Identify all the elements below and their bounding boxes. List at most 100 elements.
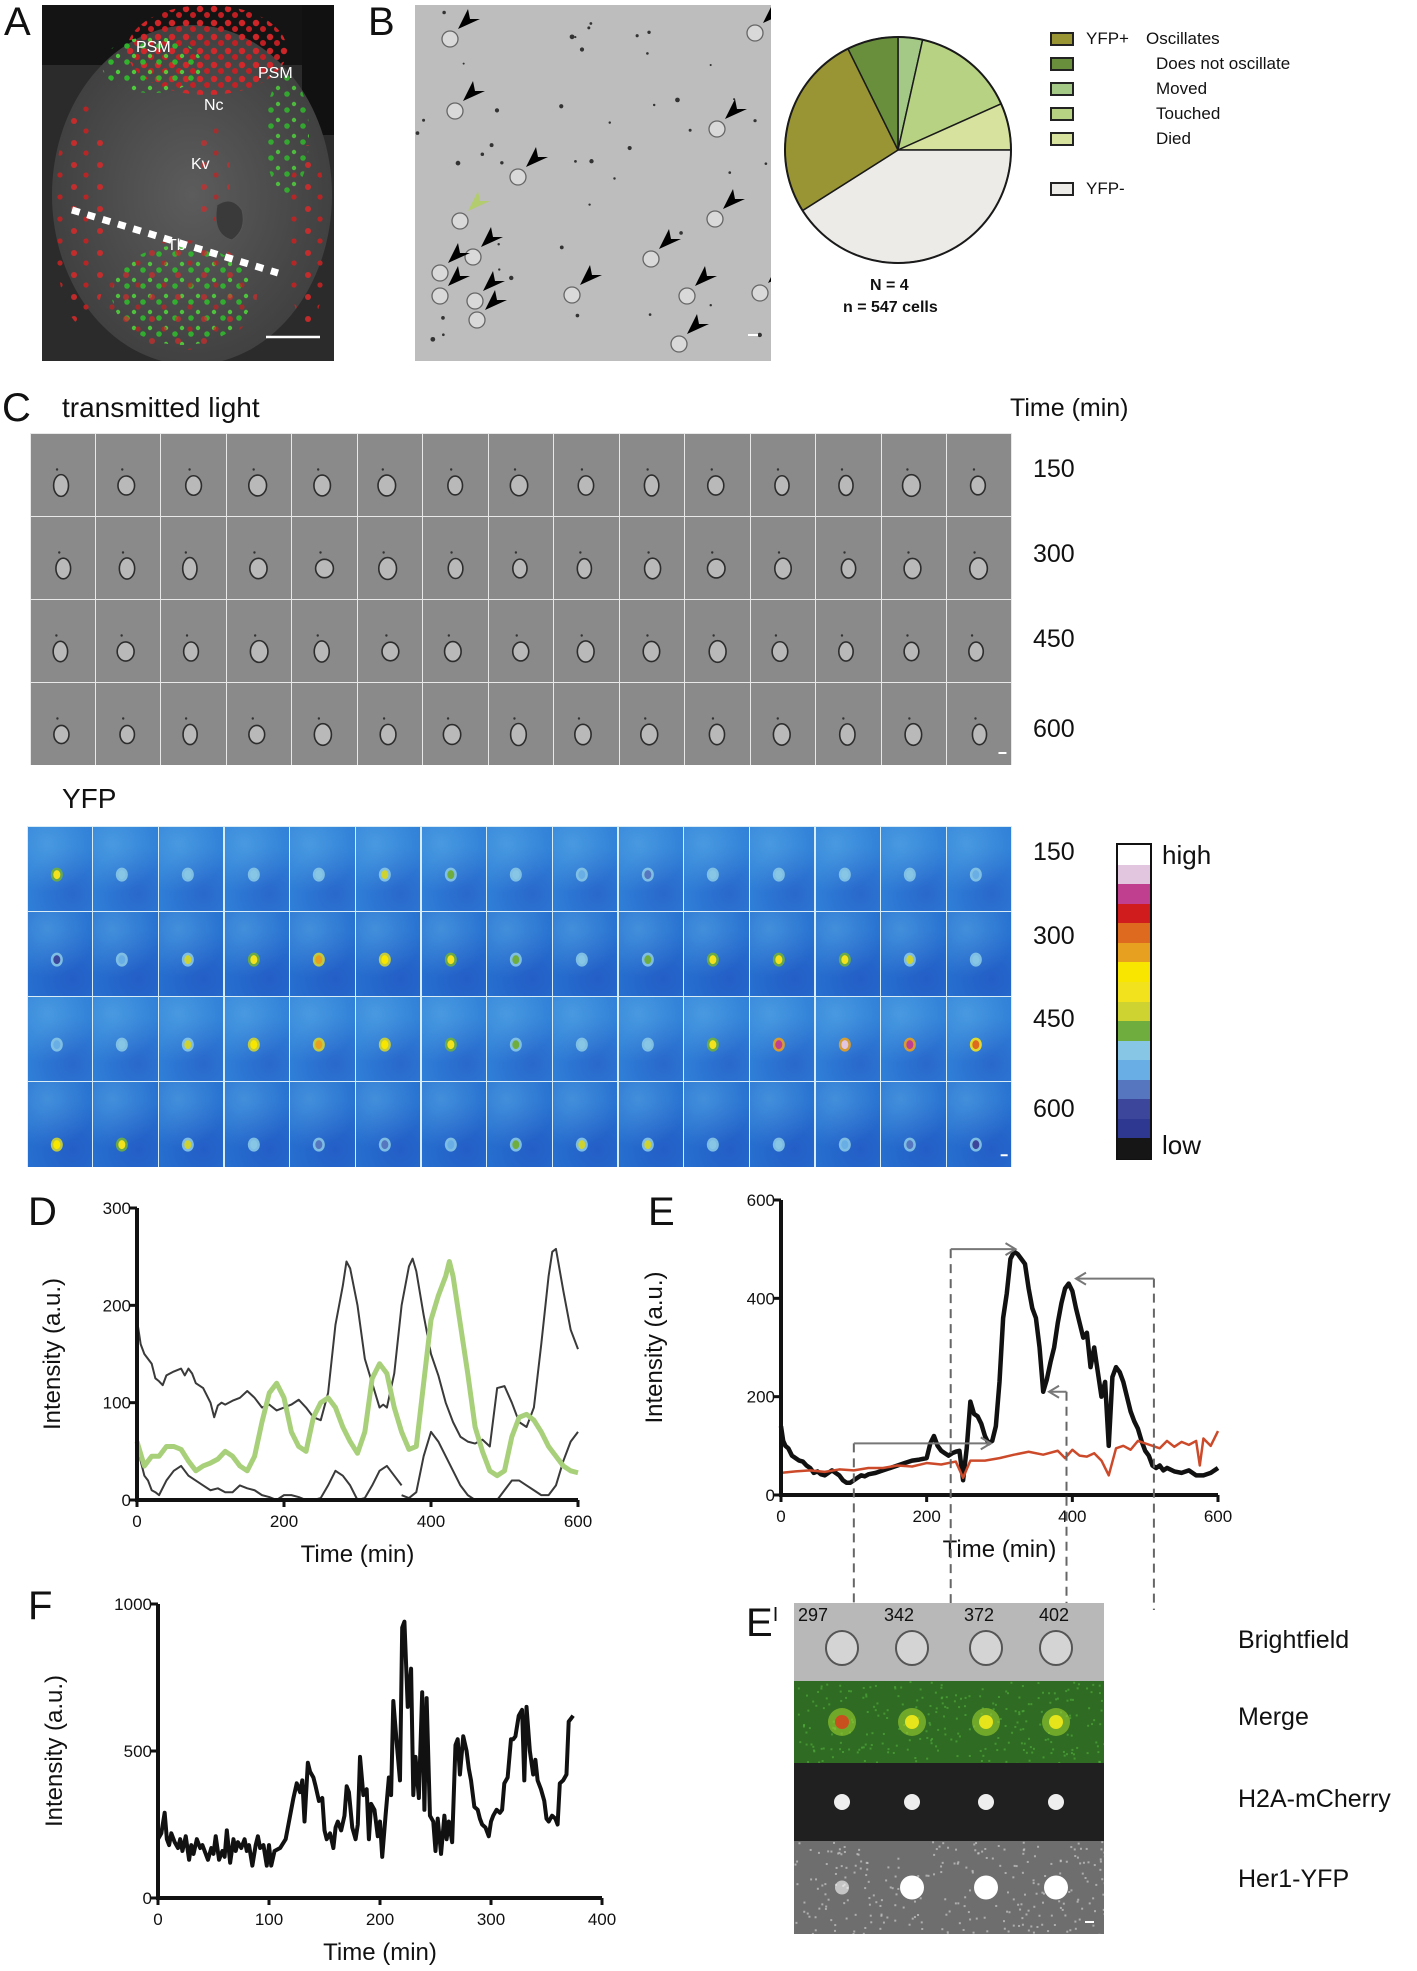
cell-outline: [379, 723, 397, 745]
noise-pixel: [1002, 1920, 1005, 1923]
nucleus-spot: [1048, 1794, 1064, 1810]
noise-pixel: [942, 1715, 945, 1718]
e-prime-image-strip: 297 342 372 402: [794, 1603, 1106, 1936]
yfp-spot: [249, 1140, 257, 1150]
noise-pixel: [1073, 1681, 1076, 1684]
noise-pixel: [873, 1705, 876, 1708]
debris-dot: [580, 467, 584, 471]
arrowhead-icon: [723, 189, 745, 209]
noise-pixel: [981, 1850, 984, 1853]
yfp-frame: [552, 826, 618, 911]
yfp-spot: [381, 1140, 389, 1150]
yfp-grid: [27, 826, 1012, 1167]
cell-outline: [840, 557, 857, 579]
cell-outline: [825, 1630, 859, 1666]
noise-pixel: [980, 1759, 983, 1762]
noise-pixel: [853, 1871, 856, 1874]
noise-pixel: [1069, 1698, 1072, 1701]
noise-pixel: [1064, 1914, 1067, 1917]
yfp-spot: [900, 1875, 924, 1900]
arrowhead-icon: [768, 277, 771, 283]
arrowhead-icon: [485, 290, 507, 310]
noise-pixel: [921, 1927, 924, 1930]
timepoint-label: 372: [964, 1605, 995, 1625]
legend-item: YFP+ Oscillates: [1050, 29, 1220, 48]
debris-dot: [498, 268, 501, 271]
cell: [678, 287, 696, 305]
noise-pixel: [1049, 1701, 1052, 1704]
yfp-spot: [118, 869, 126, 879]
tl-frame: [161, 516, 226, 599]
noise-pixel: [967, 1911, 970, 1914]
cell-outline: [182, 556, 199, 580]
noise-pixel: [1076, 1687, 1079, 1690]
panel-label-d: D: [28, 1190, 57, 1234]
cell-outline: [708, 639, 728, 663]
noise-pixel: [1050, 1752, 1053, 1755]
noise-pixel: [919, 1897, 922, 1900]
noise-pixel: [821, 1903, 824, 1906]
y-tick-label: 300: [103, 1199, 131, 1218]
noise-pixel: [865, 1733, 868, 1736]
yfp-spot: [840, 1040, 848, 1050]
noise-pixel: [834, 1872, 837, 1875]
yfp-frame: [618, 997, 684, 1082]
annotation-psm-right: PSM: [258, 65, 293, 82]
yfp-frame: [684, 997, 749, 1082]
debris-dot: [688, 128, 692, 132]
noise-pixel: [814, 1916, 817, 1919]
debris-dot: [643, 716, 647, 720]
noise-pixel: [1079, 1862, 1082, 1865]
noise-pixel: [1076, 1746, 1079, 1749]
noise-pixel: [887, 1866, 890, 1869]
noise-pixel: [820, 1685, 823, 1688]
yfp-spot: [972, 1040, 980, 1050]
noise-pixel: [1073, 1757, 1076, 1760]
yfp-frame: [355, 826, 421, 911]
noise-pixel: [1037, 1883, 1040, 1886]
noise-pixel: [869, 1686, 872, 1689]
x-tick-label: 400: [1058, 1507, 1086, 1526]
noise-pixel: [1059, 1860, 1062, 1863]
debris-dot: [843, 550, 846, 554]
noise-pixel: [1069, 1929, 1072, 1932]
noise-pixel: [1066, 1733, 1069, 1736]
legend-label: Does not oscillate: [1156, 54, 1291, 73]
yfp-frame: [946, 826, 1012, 911]
noise-pixel: [1032, 1931, 1035, 1934]
arrowhead-icon: [458, 9, 480, 29]
debris-dot: [588, 203, 591, 206]
cell-outline: [901, 473, 921, 497]
yfp-frame: [355, 1082, 421, 1167]
noise-pixel: [1006, 1910, 1009, 1913]
noise-pixel: [813, 1749, 816, 1752]
yfp-frame: [93, 997, 158, 1082]
pie-annotation-n: n = 547 cells: [843, 299, 938, 316]
tl-frame: [357, 599, 423, 682]
yfp-frame: [224, 826, 290, 911]
debris-dot: [652, 103, 656, 107]
x-axis-label: Time (min): [301, 1541, 415, 1568]
cell: [441, 30, 459, 48]
tl-frame: [619, 682, 685, 765]
noise-pixel: [817, 1690, 820, 1693]
noise-pixel: [950, 1738, 953, 1741]
noise-pixel: [1042, 1691, 1045, 1694]
debris-dot: [907, 716, 911, 720]
noise-pixel: [860, 1860, 863, 1863]
yfp-frame: [749, 826, 815, 911]
noise-pixel: [1025, 1751, 1028, 1754]
noise-pixel: [963, 1705, 966, 1708]
noise-pixel: [953, 1862, 956, 1865]
noise-pixel: [995, 1904, 998, 1907]
noise-pixel: [932, 1841, 935, 1844]
noise-pixel: [894, 1919, 897, 1922]
noise-pixel: [1018, 1696, 1021, 1699]
noise-pixel: [1094, 1910, 1097, 1913]
yfp-frame: [93, 826, 158, 911]
debris-dot: [186, 633, 189, 637]
noise-pixel: [1088, 1707, 1091, 1710]
cell-outline: [313, 722, 333, 746]
arrow-head-icon: [1047, 1384, 1060, 1399]
noise-pixel: [953, 1700, 956, 1703]
